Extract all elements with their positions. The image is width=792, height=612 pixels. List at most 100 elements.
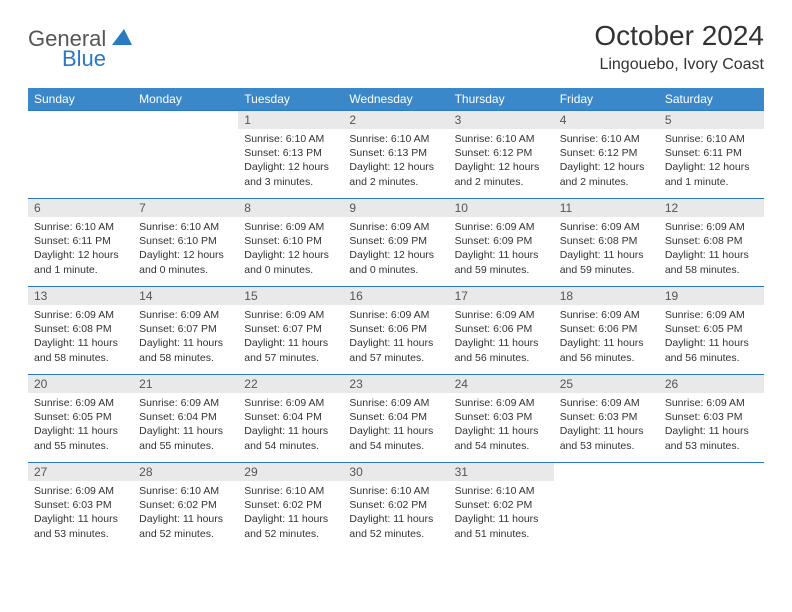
daylight-text: Daylight: 11 hours and 54 minutes. [349, 424, 442, 452]
day-body: Sunrise: 6:09 AMSunset: 6:06 PMDaylight:… [449, 305, 554, 369]
daylight-text: Daylight: 11 hours and 52 minutes. [349, 512, 442, 540]
daylight-text: Daylight: 11 hours and 58 minutes. [34, 336, 127, 364]
calendar-cell: 23Sunrise: 6:09 AMSunset: 6:04 PMDayligh… [343, 375, 448, 463]
sunrise-text: Sunrise: 6:10 AM [349, 484, 442, 498]
calendar-row: 1Sunrise: 6:10 AMSunset: 6:13 PMDaylight… [28, 111, 764, 199]
day-number: 24 [449, 375, 554, 393]
daylight-text: Daylight: 11 hours and 55 minutes. [139, 424, 232, 452]
header: General October 2024 Lingouebo, Ivory Co… [28, 20, 764, 74]
sunrise-text: Sunrise: 6:09 AM [349, 396, 442, 410]
calendar-cell: 27Sunrise: 6:09 AMSunset: 6:03 PMDayligh… [28, 463, 133, 551]
day-body: Sunrise: 6:09 AMSunset: 6:04 PMDaylight:… [133, 393, 238, 457]
day-number: 18 [554, 287, 659, 305]
daylight-text: Daylight: 12 hours and 0 minutes. [349, 248, 442, 276]
daylight-text: Daylight: 11 hours and 55 minutes. [34, 424, 127, 452]
day-number: 28 [133, 463, 238, 481]
sunset-text: Sunset: 6:05 PM [34, 410, 127, 424]
sunset-text: Sunset: 6:03 PM [665, 410, 758, 424]
day-number: 15 [238, 287, 343, 305]
calendar-cell: 29Sunrise: 6:10 AMSunset: 6:02 PMDayligh… [238, 463, 343, 551]
day-body: Sunrise: 6:09 AMSunset: 6:04 PMDaylight:… [343, 393, 448, 457]
day-number: 11 [554, 199, 659, 217]
sunrise-text: Sunrise: 6:10 AM [139, 484, 232, 498]
day-number: 7 [133, 199, 238, 217]
sunset-text: Sunset: 6:13 PM [244, 146, 337, 160]
day-body: Sunrise: 6:10 AMSunset: 6:02 PMDaylight:… [343, 481, 448, 545]
daylight-text: Daylight: 11 hours and 54 minutes. [244, 424, 337, 452]
sunset-text: Sunset: 6:10 PM [244, 234, 337, 248]
day-number: 21 [133, 375, 238, 393]
calendar-cell: 28Sunrise: 6:10 AMSunset: 6:02 PMDayligh… [133, 463, 238, 551]
day-number: 10 [449, 199, 554, 217]
day-number: 16 [343, 287, 448, 305]
calendar-cell: 4Sunrise: 6:10 AMSunset: 6:12 PMDaylight… [554, 111, 659, 199]
brand-part2-wrap: Blue [62, 46, 122, 72]
day-body: Sunrise: 6:10 AMSunset: 6:11 PMDaylight:… [28, 217, 133, 281]
day-body: Sunrise: 6:09 AMSunset: 6:03 PMDaylight:… [554, 393, 659, 457]
sunset-text: Sunset: 6:02 PM [244, 498, 337, 512]
day-number: 25 [554, 375, 659, 393]
sunrise-text: Sunrise: 6:09 AM [455, 308, 548, 322]
location-label: Lingouebo, Ivory Coast [594, 56, 764, 74]
calendar-cell: 10Sunrise: 6:09 AMSunset: 6:09 PMDayligh… [449, 199, 554, 287]
daylight-text: Daylight: 11 hours and 57 minutes. [244, 336, 337, 364]
sunset-text: Sunset: 6:03 PM [455, 410, 548, 424]
daylight-text: Daylight: 11 hours and 56 minutes. [455, 336, 548, 364]
calendar-cell: 7Sunrise: 6:10 AMSunset: 6:10 PMDaylight… [133, 199, 238, 287]
col-thu: Thursday [449, 88, 554, 111]
day-body: Sunrise: 6:09 AMSunset: 6:08 PMDaylight:… [28, 305, 133, 369]
sunset-text: Sunset: 6:08 PM [34, 322, 127, 336]
sunrise-text: Sunrise: 6:09 AM [455, 220, 548, 234]
sunrise-text: Sunrise: 6:10 AM [560, 132, 653, 146]
sunrise-text: Sunrise: 6:09 AM [560, 396, 653, 410]
daylight-text: Daylight: 11 hours and 57 minutes. [349, 336, 442, 364]
day-body: Sunrise: 6:09 AMSunset: 6:04 PMDaylight:… [238, 393, 343, 457]
calendar-cell: 13Sunrise: 6:09 AMSunset: 6:08 PMDayligh… [28, 287, 133, 375]
calendar-cell: 8Sunrise: 6:09 AMSunset: 6:10 PMDaylight… [238, 199, 343, 287]
daylight-text: Daylight: 12 hours and 1 minute. [665, 160, 758, 188]
daylight-text: Daylight: 11 hours and 52 minutes. [139, 512, 232, 540]
daylight-text: Daylight: 11 hours and 58 minutes. [665, 248, 758, 276]
day-body: Sunrise: 6:09 AMSunset: 6:06 PMDaylight:… [343, 305, 448, 369]
calendar-cell: 31Sunrise: 6:10 AMSunset: 6:02 PMDayligh… [449, 463, 554, 551]
day-body: Sunrise: 6:09 AMSunset: 6:03 PMDaylight:… [28, 481, 133, 545]
day-body: Sunrise: 6:10 AMSunset: 6:10 PMDaylight:… [133, 217, 238, 281]
daylight-text: Daylight: 12 hours and 3 minutes. [244, 160, 337, 188]
sunrise-text: Sunrise: 6:09 AM [560, 308, 653, 322]
sunrise-text: Sunrise: 6:09 AM [34, 308, 127, 322]
daylight-text: Daylight: 11 hours and 54 minutes. [455, 424, 548, 452]
calendar-cell: 30Sunrise: 6:10 AMSunset: 6:02 PMDayligh… [343, 463, 448, 551]
col-mon: Monday [133, 88, 238, 111]
sunset-text: Sunset: 6:03 PM [34, 498, 127, 512]
calendar-body: 1Sunrise: 6:10 AMSunset: 6:13 PMDaylight… [28, 111, 764, 551]
calendar-cell: 5Sunrise: 6:10 AMSunset: 6:11 PMDaylight… [659, 111, 764, 199]
calendar-cell: 12Sunrise: 6:09 AMSunset: 6:08 PMDayligh… [659, 199, 764, 287]
day-number: 2 [343, 111, 448, 129]
sunset-text: Sunset: 6:04 PM [139, 410, 232, 424]
day-body: Sunrise: 6:10 AMSunset: 6:13 PMDaylight:… [343, 129, 448, 193]
daylight-text: Daylight: 12 hours and 1 minute. [34, 248, 127, 276]
day-number: 6 [28, 199, 133, 217]
sunset-text: Sunset: 6:13 PM [349, 146, 442, 160]
calendar-cell [554, 463, 659, 551]
day-number: 13 [28, 287, 133, 305]
day-number: 29 [238, 463, 343, 481]
day-body: Sunrise: 6:09 AMSunset: 6:09 PMDaylight:… [343, 217, 448, 281]
day-body: Sunrise: 6:10 AMSunset: 6:12 PMDaylight:… [554, 129, 659, 193]
sunset-text: Sunset: 6:09 PM [455, 234, 548, 248]
day-body: Sunrise: 6:09 AMSunset: 6:06 PMDaylight:… [554, 305, 659, 369]
calendar-cell: 18Sunrise: 6:09 AMSunset: 6:06 PMDayligh… [554, 287, 659, 375]
day-body: Sunrise: 6:09 AMSunset: 6:10 PMDaylight:… [238, 217, 343, 281]
calendar-cell: 16Sunrise: 6:09 AMSunset: 6:06 PMDayligh… [343, 287, 448, 375]
sunrise-text: Sunrise: 6:09 AM [665, 220, 758, 234]
sunrise-text: Sunrise: 6:09 AM [455, 396, 548, 410]
day-number: 8 [238, 199, 343, 217]
sunset-text: Sunset: 6:11 PM [34, 234, 127, 248]
sunrise-text: Sunrise: 6:09 AM [665, 308, 758, 322]
calendar-cell: 17Sunrise: 6:09 AMSunset: 6:06 PMDayligh… [449, 287, 554, 375]
day-body: Sunrise: 6:10 AMSunset: 6:02 PMDaylight:… [133, 481, 238, 545]
sunrise-text: Sunrise: 6:10 AM [244, 132, 337, 146]
sunrise-text: Sunrise: 6:09 AM [139, 308, 232, 322]
col-sat: Saturday [659, 88, 764, 111]
day-number: 4 [554, 111, 659, 129]
